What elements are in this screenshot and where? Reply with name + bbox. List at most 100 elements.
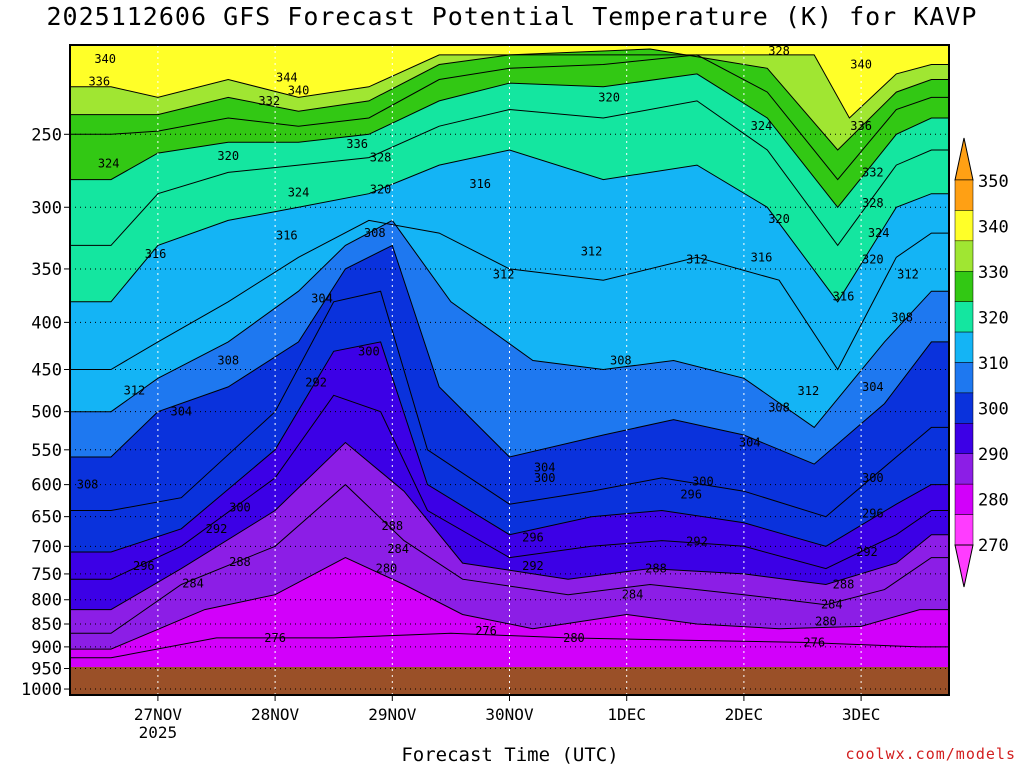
colorbar-swatch xyxy=(954,392,974,424)
contour-label: 312 xyxy=(124,383,146,397)
contour-label: 312 xyxy=(581,244,603,258)
contour-label: 292 xyxy=(522,559,544,573)
contour-label: 328 xyxy=(862,196,884,210)
colorbar-label: 270 xyxy=(978,536,1009,556)
contour-label: 288 xyxy=(645,562,667,576)
colorbar-swatch xyxy=(954,331,974,363)
contour-label: 312 xyxy=(798,384,820,398)
colorbar-swatch xyxy=(954,453,974,485)
x-tick-label: 28NOV xyxy=(251,705,300,724)
contour-label: 332 xyxy=(862,165,884,179)
contour-label: 308 xyxy=(610,354,632,368)
contour-label: 308 xyxy=(364,226,386,240)
y-tick-label: 750 xyxy=(31,565,62,585)
contour-label: 324 xyxy=(868,226,890,240)
contour-label: 320 xyxy=(862,253,884,267)
x-tick-sublabel: 2025 xyxy=(139,723,178,742)
contour-label: 336 xyxy=(850,119,872,133)
contour-label: 300 xyxy=(534,471,556,485)
source-credit: coolwx.com/models xyxy=(845,745,1016,763)
contour-label: 316 xyxy=(145,247,167,261)
contour-316 xyxy=(70,149,949,303)
contour-296 xyxy=(70,341,949,553)
contour-label: 316 xyxy=(276,229,298,243)
colorbar-max-arrow xyxy=(954,137,974,181)
contour-label: 300 xyxy=(692,474,714,488)
contour-label: 328 xyxy=(768,44,790,58)
contour-label: 280 xyxy=(376,562,398,576)
contour-label: 300 xyxy=(229,500,251,514)
contour-label: 328 xyxy=(370,151,392,165)
x-tick-label: 27NOV xyxy=(134,705,183,724)
y-tick-label: 450 xyxy=(31,361,62,381)
contour-284 xyxy=(70,483,949,634)
contour-label: 332 xyxy=(258,94,280,108)
contour-276 xyxy=(70,632,949,659)
contour-label: 292 xyxy=(305,376,327,390)
y-tick-label: 500 xyxy=(31,403,62,423)
contour-label: 316 xyxy=(751,250,773,264)
contour-label: 292 xyxy=(856,545,878,559)
x-tick-label: 29NOV xyxy=(368,705,417,724)
colorbar-swatch xyxy=(954,362,974,394)
y-tick-label: 850 xyxy=(31,615,62,635)
colorbar-label: 310 xyxy=(978,354,1009,374)
contour-328 xyxy=(70,54,949,181)
contour-292 xyxy=(70,394,949,580)
contour-288 xyxy=(70,441,949,611)
y-tick-label: 400 xyxy=(31,313,62,333)
contour-label: 304 xyxy=(739,435,761,449)
contour-label: 324 xyxy=(288,185,310,199)
contour-label: 344 xyxy=(276,71,298,85)
x-axis-label: Forecast Time (UTC) xyxy=(401,744,619,766)
contour-304 xyxy=(70,244,949,465)
chart-title: 2025112606 GFS Forecast Potential Temper… xyxy=(46,2,978,31)
contour-label: 276 xyxy=(264,631,286,645)
y-tick-label: 800 xyxy=(31,591,62,611)
contour-label: 280 xyxy=(563,631,585,645)
y-tick-label: 700 xyxy=(31,537,62,557)
colorbar-label: 300 xyxy=(978,400,1009,420)
y-tick-label: 550 xyxy=(31,441,62,461)
contour-300 xyxy=(70,290,949,518)
contour-label: 276 xyxy=(803,635,825,649)
contour-label: 292 xyxy=(206,522,228,536)
x-tick-label: 30NOV xyxy=(485,705,534,724)
contour-label: 300 xyxy=(358,344,380,358)
contour-label: 312 xyxy=(686,253,708,267)
contour-label: 340 xyxy=(850,58,872,72)
contour-label: 296 xyxy=(862,507,884,521)
contour-label: 316 xyxy=(469,177,491,191)
contour-label: 336 xyxy=(346,137,368,151)
contour-label: 296 xyxy=(680,488,702,502)
contour-label: 300 xyxy=(862,471,884,485)
contour-label: 324 xyxy=(751,119,773,133)
contour-308 xyxy=(70,219,949,429)
contour-324 xyxy=(70,73,949,209)
contour-label: 340 xyxy=(288,83,310,97)
contour-336 xyxy=(70,54,949,119)
colorbar-label: 350 xyxy=(978,172,1009,192)
y-tick-label: 350 xyxy=(31,260,62,280)
contour-label: 276 xyxy=(475,624,497,638)
contour-label: 320 xyxy=(370,183,392,197)
colorbar-label: 290 xyxy=(978,445,1009,465)
contour-label: 312 xyxy=(897,268,919,282)
colorbar-swatch xyxy=(954,301,974,333)
contour-332 xyxy=(70,48,949,151)
colorbar-swatch xyxy=(954,514,974,546)
colorbar-label: 280 xyxy=(978,491,1009,511)
contour-label: 296 xyxy=(522,531,544,545)
y-tick-label: 650 xyxy=(31,508,62,528)
colorbar-swatch xyxy=(954,483,974,515)
contour-label: 320 xyxy=(217,149,239,163)
contour-320 xyxy=(70,100,949,247)
contour-label: 284 xyxy=(622,588,644,602)
contour-label: 308 xyxy=(77,478,99,492)
contour-label: 320 xyxy=(598,90,620,104)
colorbar-swatch xyxy=(954,240,974,272)
contour-label: 296 xyxy=(133,559,155,573)
contour-label: 288 xyxy=(833,577,855,591)
contour-label: 304 xyxy=(170,405,192,419)
